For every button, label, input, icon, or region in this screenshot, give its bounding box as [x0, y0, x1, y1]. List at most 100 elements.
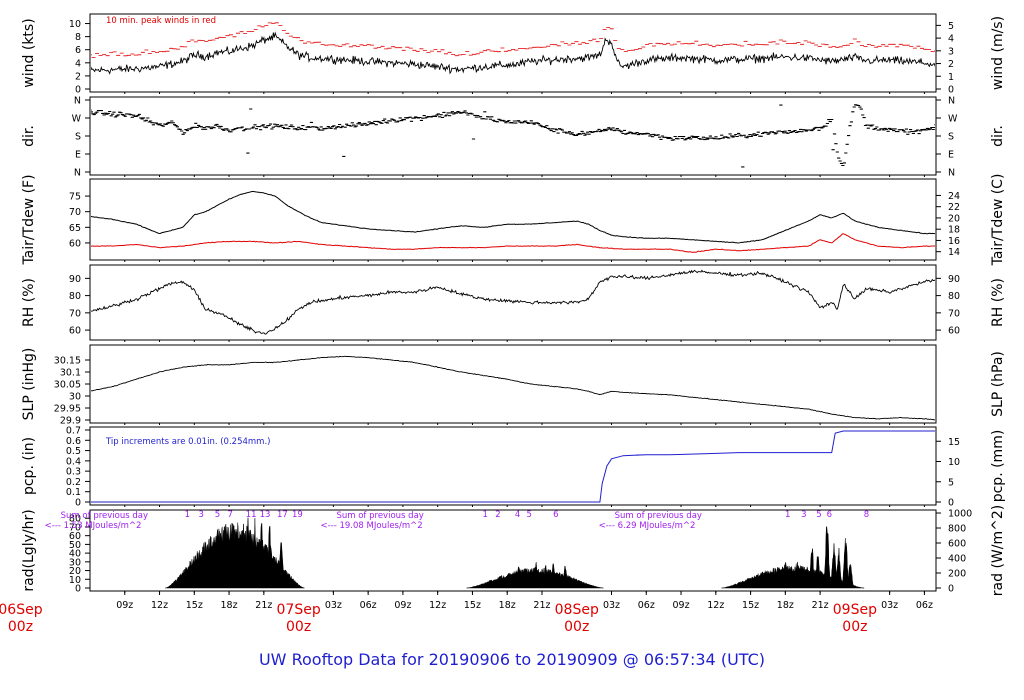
- y-axis-label: rad(Lgly/hr): [21, 509, 37, 591]
- x-tick-label: 18z: [221, 600, 238, 611]
- hourly-label: 1: [185, 510, 190, 520]
- y-tick-label: 0.3: [66, 467, 81, 478]
- panel-frame: [89, 13, 937, 93]
- x-tick-label: 06z: [638, 600, 655, 611]
- plot-area: [91, 269, 935, 335]
- x-tick-label: 09z: [116, 600, 133, 611]
- y-tick-label-right: E: [948, 150, 954, 161]
- y-tick-label-right: 600: [948, 539, 966, 550]
- y-axis-label: wind (kts): [21, 18, 37, 87]
- panel-frame: [89, 96, 937, 176]
- y-tick-label: 30.05: [54, 380, 81, 391]
- x-tick-label: 03z: [603, 600, 620, 611]
- y-tick-label: 0: [75, 584, 81, 595]
- y-tick-label-right: 0: [948, 85, 954, 96]
- x-tick-label: 06z: [916, 600, 933, 611]
- y-tick-label-right: 24: [948, 191, 960, 202]
- y-tick-label: 80: [69, 291, 81, 302]
- y-tick-label: 8: [75, 32, 81, 43]
- y-axis-label: pcp. (in): [21, 437, 37, 495]
- y-tick-label-right: 16: [948, 236, 960, 247]
- y-tick-label: 10: [69, 19, 81, 30]
- day-sum-value: <--- 1.53 MJoules/m^2: [45, 521, 142, 531]
- y-tick-label: 60: [69, 531, 81, 542]
- hourly-label: 11: [246, 510, 257, 520]
- day-sum-value: <--- 6.29 MJoules/m^2: [599, 521, 696, 531]
- series-SLP: [91, 355, 935, 421]
- y-tick-label-right: 60: [948, 326, 960, 337]
- y-tick-label-right: N: [948, 96, 955, 107]
- page-title: UW Rooftop Data for 20190906 to 20190909…: [258, 650, 766, 669]
- date-label: 09Sep: [833, 602, 877, 618]
- y-tick-label: 50: [69, 540, 81, 551]
- hourly-label: 7: [228, 510, 233, 520]
- y-axis-label-right: Tair/Tdew (C): [990, 174, 1006, 267]
- plot-area: [91, 430, 935, 503]
- radiation-day-1: [165, 517, 305, 589]
- day-sum-value: <--- 19.08 MJoules/m^2: [320, 521, 422, 531]
- y-tick-label: 0.5: [66, 446, 81, 457]
- y-axis-label-right: SLP (hPa): [990, 351, 1006, 417]
- plot-area: [165, 517, 865, 589]
- y-tick-label-right: W: [948, 114, 958, 125]
- y-tick-label-right: 22: [948, 202, 960, 213]
- y-axis-label-right: pcp. (mm): [990, 430, 1006, 503]
- hourly-label: 13: [260, 510, 271, 520]
- y-tick-label-right: 5: [948, 477, 954, 488]
- y-tick-label-right: 10: [948, 457, 960, 468]
- series-RH: [91, 269, 935, 335]
- y-tick-label-right: 5: [948, 21, 954, 32]
- radiation-day-3: [721, 526, 865, 589]
- y-axis-label: dir.: [21, 125, 37, 147]
- series-peak: [91, 22, 935, 58]
- x-tick-label: 15z: [186, 600, 203, 611]
- y-tick-label: S: [75, 132, 81, 143]
- annotation: Tip increments are 0.01in. (0.254mm.): [105, 437, 270, 447]
- date-label: 08Sep: [555, 602, 599, 618]
- panel-frame: [89, 426, 937, 506]
- plot-area: [91, 104, 935, 168]
- y-tick-label-right: 800: [948, 524, 966, 535]
- date-label: 07Sep: [277, 602, 321, 618]
- date-label: 06Sep: [0, 602, 43, 618]
- date-label-time: 00z: [564, 619, 589, 635]
- y-tick-label-right: 80: [948, 291, 960, 302]
- y-tick-label-right: 20: [948, 213, 960, 224]
- x-tick-label: 12z: [151, 600, 168, 611]
- x-tick-label: 09z: [673, 600, 690, 611]
- x-tick-label: 18z: [777, 600, 794, 611]
- y-tick-label: 0.7: [66, 426, 81, 437]
- y-axis-label-right: rad (W/m^2): [990, 505, 1006, 596]
- x-tick-label: 12z: [707, 600, 724, 611]
- x-tick-label: 09z: [394, 600, 411, 611]
- y-tick-label: 70: [69, 207, 81, 218]
- y-tick-label: 40: [69, 549, 81, 560]
- hourly-label: 8: [864, 510, 869, 520]
- y-tick-label: 70: [69, 308, 81, 319]
- y-tick-label: 0: [75, 498, 81, 509]
- y-tick-label: 30: [69, 557, 81, 568]
- hourly-label: 6: [827, 510, 832, 520]
- y-tick-label: 0.2: [66, 477, 81, 488]
- y-tick-label: 30: [69, 392, 81, 403]
- y-tick-label-right: 1: [948, 72, 954, 83]
- y-tick-label-right: 4: [948, 34, 954, 45]
- y-tick-label: 20: [69, 566, 81, 577]
- y-tick-label: 70: [69, 522, 81, 533]
- y-tick-label-right: 0: [948, 498, 954, 509]
- y-axis-label: SLP (inHg): [21, 348, 37, 421]
- day-sum-label: Sum of previous day: [615, 511, 702, 521]
- y-axis-label: Tair/Tdew (F): [21, 174, 37, 265]
- y-tick-label: 30.1: [60, 368, 81, 379]
- y-tick-label: 75: [69, 192, 81, 203]
- x-tick-label: 03z: [325, 600, 342, 611]
- y-tick-label: 60: [69, 326, 81, 337]
- series-wind: [91, 31, 935, 75]
- y-tick-label-right: S: [948, 132, 954, 143]
- y-tick-label-right: 2: [948, 59, 954, 70]
- panel-rad: 0102030405060708002004006008001000rad(Lg…: [21, 505, 1006, 596]
- y-tick-label-right: 14: [948, 247, 960, 258]
